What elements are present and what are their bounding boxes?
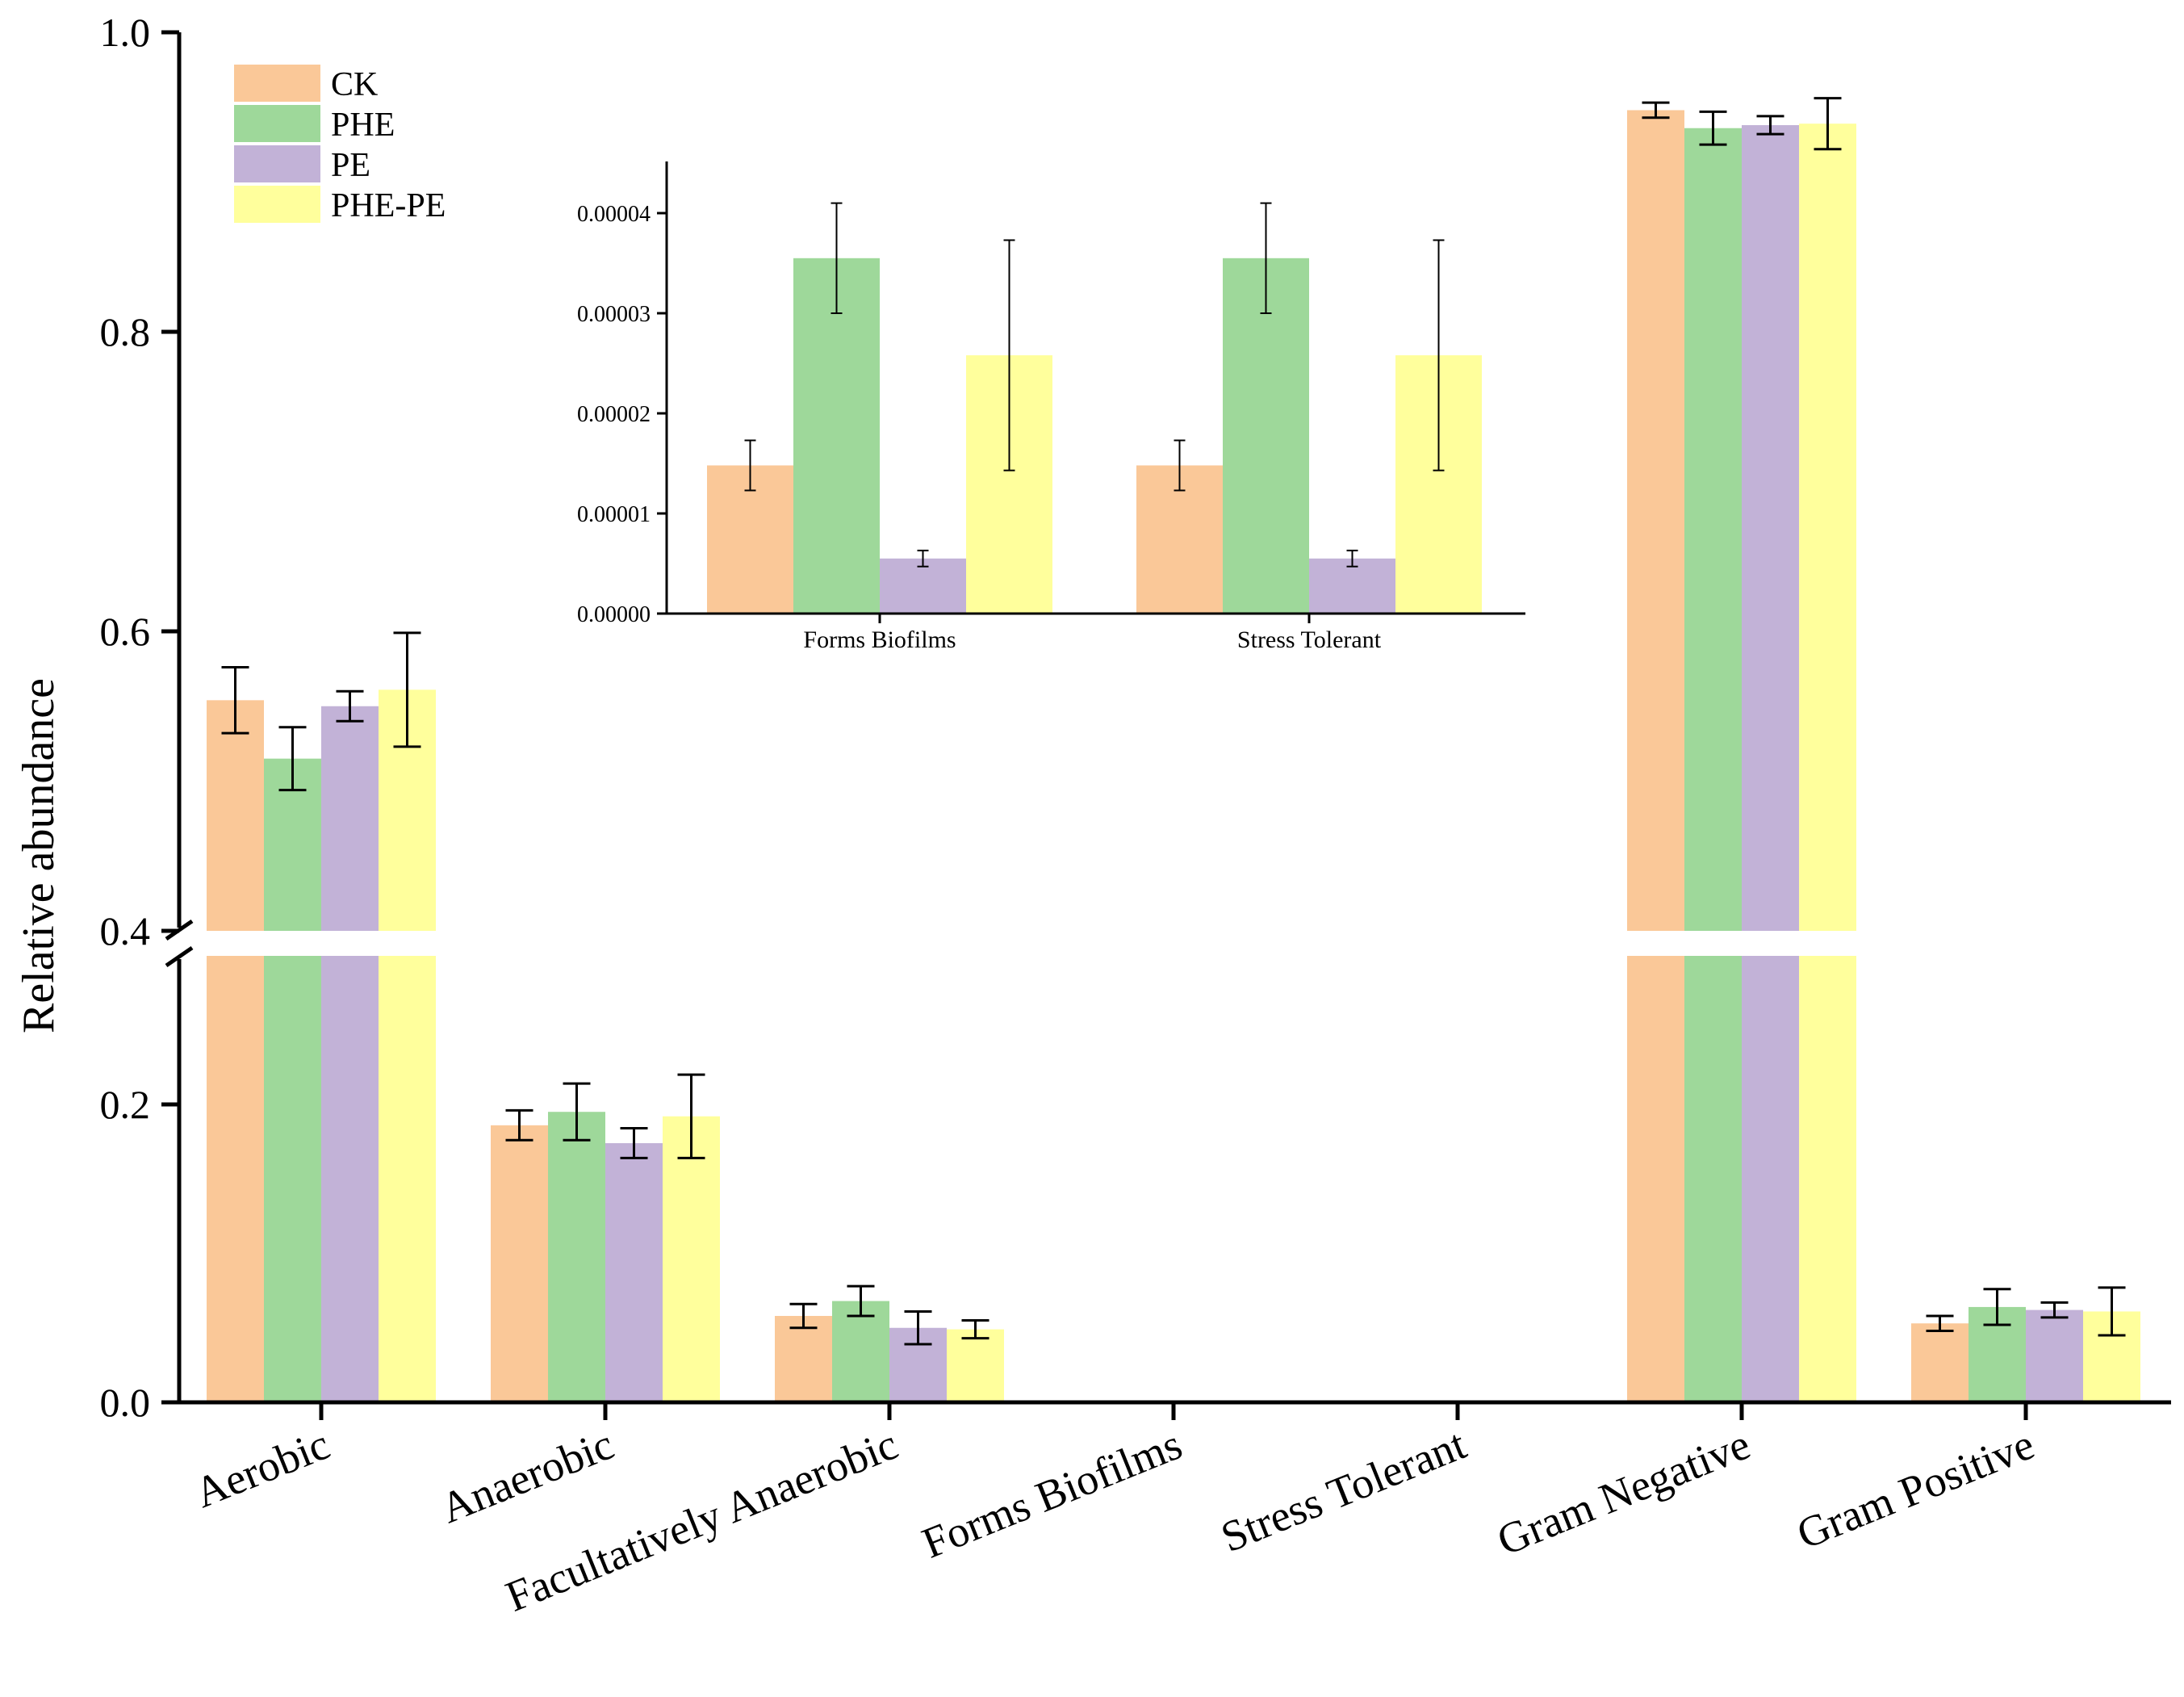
error-bar-gram-positive-pe: [2040, 1301, 2069, 1319]
bar-facultatively-anaerobic-phe-pe: [947, 1329, 1004, 1402]
legend-swatch-ck: [234, 65, 320, 102]
bar-aerobic-phe-pe-lower: [379, 956, 436, 1402]
inset-error-bar-forms-biofilms-ck: [744, 439, 756, 492]
x-tick-label-stress-tolerant: Stress Tolerant: [1215, 1419, 1473, 1561]
error-bar-gram-negative-phe-pe: [1814, 97, 1842, 151]
bar-anaerobic-phe-pe: [663, 1116, 720, 1402]
axis-break-mark-lower: [165, 945, 194, 968]
error-bar-aerobic-ck: [221, 666, 249, 735]
legend-label-ck: CK: [331, 66, 378, 103]
y-tick-label-0-0: 0.0: [100, 1380, 151, 1425]
bar-facultatively-anaerobic-ck: [775, 1315, 832, 1402]
error-bar-gram-negative-pe: [1756, 115, 1784, 136]
bar-anaerobic-pe: [605, 1142, 663, 1402]
inset-x-tick-label-forms-biofilms: Forms Biofilms: [803, 626, 956, 653]
bar-gram-negative-phe-upper: [1684, 128, 1742, 932]
legend-swatch-phe: [234, 105, 320, 142]
bar-aerobic-pe-upper: [321, 706, 379, 931]
y-tick-label-0-8: 0.8: [100, 309, 151, 354]
error-bar-gram-positive-ck: [1926, 1314, 1954, 1332]
bar-aerobic-ck-lower: [207, 956, 264, 1402]
bar-gram-negative-ck-lower: [1627, 956, 1684, 1402]
error-bar-gram-positive-phe: [1983, 1288, 2011, 1326]
bar-aerobic-pe-lower: [321, 956, 379, 1402]
bar-gram-negative-pe-upper: [1742, 125, 1799, 931]
bar-facultatively-anaerobic-phe: [832, 1301, 889, 1402]
error-bar-anaerobic-phe: [563, 1082, 591, 1142]
inset-y-tick-label-0-00003: 0.00003: [577, 302, 651, 327]
x-tick-label-gram-positive: Gram Positive: [1790, 1419, 2040, 1558]
x-tick-label-gram-negative: Gram Negative: [1491, 1419, 1757, 1565]
bar-gram-negative-phe-pe-lower: [1799, 956, 1856, 1402]
error-bar-gram-negative-ck: [1642, 101, 1670, 119]
inset-bar-forms-biofilms-phe: [793, 258, 880, 614]
bar-gram-negative-ck-upper: [1627, 110, 1684, 931]
y-tick-label-1-0: 1.0: [100, 10, 151, 55]
inset-error-bar-forms-biofilms-phe: [831, 202, 843, 314]
y-tick-label-0-4: 0.4: [100, 908, 151, 953]
y-tick-label-0-6: 0.6: [100, 609, 151, 654]
bar-gram-negative-pe-lower: [1742, 956, 1799, 1402]
error-bar-aerobic-pe: [336, 689, 364, 723]
inset-bar-forms-biofilms-pe: [880, 558, 966, 614]
legend-swatch-phe-pe: [234, 186, 320, 223]
inset-error-bar-stress-tolerant-phe-pe: [1433, 239, 1445, 471]
y-tick-label-0-2: 0.2: [100, 1082, 151, 1127]
error-bar-gram-negative-phe: [1699, 110, 1727, 146]
inset-bar-stress-tolerant-phe: [1223, 258, 1309, 614]
inset-y-tick-label-0-00001: 0.00001: [577, 502, 651, 527]
legend-label-pe: PE: [331, 147, 370, 184]
error-bar-facultatively-anaerobic-pe: [904, 1309, 932, 1346]
legend-label-phe: PHE: [331, 107, 395, 144]
bar-anaerobic-ck: [491, 1125, 548, 1402]
x-tick-label-forms-biofilms: Forms Biofilms: [915, 1419, 1188, 1567]
error-bar-aerobic-phe-pe: [393, 631, 421, 748]
inset-error-bar-stress-tolerant-pe: [1346, 549, 1358, 568]
error-bar-anaerobic-ck: [505, 1108, 533, 1142]
inset-error-bar-stress-tolerant-phe: [1260, 202, 1272, 314]
bar-gram-positive-pe: [2026, 1309, 2083, 1402]
bar-gram-positive-ck: [1911, 1323, 1969, 1402]
error-bar-facultatively-anaerobic-ck: [789, 1302, 818, 1330]
bar-aerobic-phe-lower: [264, 956, 321, 1402]
bar-aerobic-ck-upper: [207, 700, 264, 931]
error-bar-facultatively-anaerobic-phe: [847, 1284, 875, 1318]
error-bar-aerobic-phe: [278, 726, 307, 792]
error-bar-anaerobic-pe: [620, 1127, 648, 1159]
inset-error-bar-forms-biofilms-pe: [917, 549, 929, 568]
inset-x-tick-label-stress-tolerant: Stress Tolerant: [1237, 626, 1382, 653]
bar-anaerobic-phe: [548, 1112, 605, 1402]
inset-error-bar-stress-tolerant-ck: [1174, 439, 1186, 492]
inset-error-bar-forms-biofilms-phe-pe: [1003, 239, 1015, 471]
error-bar-anaerobic-phe-pe: [677, 1073, 705, 1159]
x-tick-label-aerobic: Aerobic: [188, 1419, 337, 1517]
bar-gram-negative-phe-pe-upper: [1799, 124, 1856, 931]
inset-y-tick-label-0-00004: 0.00004: [577, 202, 651, 227]
y-axis-label: Relative abundance: [14, 678, 64, 1033]
error-bar-gram-positive-phe-pe: [2098, 1286, 2126, 1337]
legend-swatch-pe: [234, 145, 320, 182]
inset-y-tick-label-0-00000: 0.00000: [577, 602, 651, 627]
legend-label-phe-pe: PHE-PE: [331, 187, 446, 224]
bar-gram-negative-phe-lower: [1684, 956, 1742, 1402]
inset-plot: 0.00000 0.00001 0.00002 0.00003 0.00004 Forms…: [577, 161, 1525, 653]
inset-y-tick-label-0-00002: 0.00002: [577, 402, 651, 427]
inset-bar-stress-tolerant-pe: [1309, 558, 1395, 614]
error-bar-facultatively-anaerobic-phe-pe: [961, 1319, 989, 1340]
x-tick-label-anaerobic: Anaerobic: [434, 1419, 621, 1532]
